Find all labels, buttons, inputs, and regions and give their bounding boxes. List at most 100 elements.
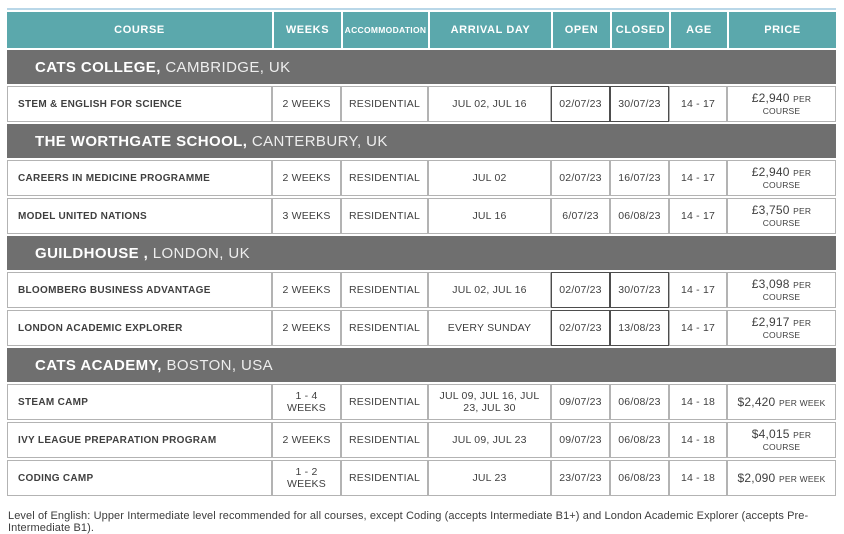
column-header-accommodation: ACCOMMODATION — [341, 12, 428, 48]
price-cell: $2,420 PER WEEK — [727, 384, 836, 420]
accommodation-cell: RESIDENTIAL — [341, 422, 428, 458]
column-header-price: PRICE — [727, 12, 836, 48]
weeks-cell: 3 WEEKS — [272, 198, 341, 234]
price-unit: PER COURSE — [762, 206, 812, 228]
course-row: STEAM CAMP 1 - 4 WEEKS RESIDENTIAL JUL 09, … — [7, 384, 836, 420]
table-header: COURSE WEEKS ACCOMMODATION ARRIVAL DAY OPEN C… — [7, 12, 836, 48]
course-cell: CAREERS IN MEDICINE PROGRAMME — [7, 160, 272, 196]
course-row: CODING CAMP 1 - 2 WEEKS RESIDENTIAL JUL 23 2… — [7, 460, 836, 496]
price-cell: $2,090 PER WEEK — [727, 460, 836, 496]
price-unit: PER COURSE — [762, 168, 812, 190]
age-cell: 14 - 17 — [669, 160, 727, 196]
school-location: CANTERBURY, UK — [251, 132, 388, 150]
closed-cell: 06/08/23 — [610, 422, 669, 458]
age-cell: 14 - 18 — [669, 384, 727, 420]
age-cell: 14 - 17 — [669, 272, 727, 308]
column-header-open: OPEN — [551, 12, 610, 48]
price-value: £3,098 — [751, 277, 794, 291]
price-cell: £2,940 PER COURSE — [727, 86, 836, 122]
price-cell: £2,917 PER COURSE — [727, 310, 836, 346]
age-cell: 14 - 18 — [669, 422, 727, 458]
course-row: IVY LEAGUE PREPARATION PROGRAM 2 WEEKS RES… — [7, 422, 836, 458]
section-title: CATS ACADEMY, BOSTON, USA — [7, 348, 836, 382]
accommodation-cell: RESIDENTIAL — [341, 460, 428, 496]
section-row: THE WORTHGATE SCHOOL, CANTERBURY, UK — [7, 124, 836, 158]
accommodation-cell: RESIDENTIAL — [341, 272, 428, 308]
course-row: BLOOMBERG BUSINESS ADVANTAGE 2 WEEKS RESID… — [7, 272, 836, 308]
course-cell: STEAM CAMP — [7, 384, 272, 420]
school-name: THE WORTHGATE SCHOOL, — [35, 132, 252, 150]
table-body: CATS COLLEGE, CAMBRIDGE, UK STEM & ENGLIS… — [7, 50, 836, 496]
arrival-cell: JUL 02, JUL 16 — [428, 86, 551, 122]
course-table: COURSE WEEKS ACCOMMODATION ARRIVAL DAY OPEN C… — [7, 10, 836, 498]
weeks-cell: 1 - 2 WEEKS — [272, 460, 341, 496]
weeks-cell: 2 WEEKS — [272, 310, 341, 346]
closed-cell: 30/07/23 — [610, 86, 669, 122]
age-cell: 14 - 17 — [669, 198, 727, 234]
top-hairline — [7, 8, 836, 10]
column-header-closed: CLOSED — [610, 12, 669, 48]
school-name: CATS ACADEMY, — [35, 356, 167, 374]
weeks-cell: 1 - 4 WEEKS — [272, 384, 341, 420]
school-name: CATS COLLEGE, — [35, 58, 166, 76]
arrival-cell: JUL 02 — [428, 160, 551, 196]
price-cell: $4,015 PER COURSE — [727, 422, 836, 458]
price-value: $2,420 — [737, 395, 779, 409]
weeks-cell: 2 WEEKS — [272, 160, 341, 196]
open-cell: 09/07/23 — [551, 384, 610, 420]
course-row: LONDON ACADEMIC EXPLORER 2 WEEKS RESIDENTI… — [7, 310, 836, 346]
open-cell: 09/07/23 — [551, 422, 610, 458]
course-cell: MODEL UNITED NATIONS — [7, 198, 272, 234]
course-cell: IVY LEAGUE PREPARATION PROGRAM — [7, 422, 272, 458]
weeks-cell: 2 WEEKS — [272, 272, 341, 308]
price-value: £2,940 — [751, 165, 794, 179]
price-value: £3,750 — [751, 203, 794, 217]
price-unit: PER COURSE — [762, 318, 812, 340]
price-value: £2,940 — [751, 91, 794, 105]
open-cell: 02/07/23 — [551, 86, 610, 122]
price-value: £2,917 — [751, 315, 794, 329]
course-row: MODEL UNITED NATIONS 3 WEEKS RESIDENTIAL JU… — [7, 198, 836, 234]
closed-cell: 06/08/23 — [610, 198, 669, 234]
accommodation-cell: RESIDENTIAL — [341, 384, 428, 420]
open-cell: 6/07/23 — [551, 198, 610, 234]
header-row: COURSE WEEKS ACCOMMODATION ARRIVAL DAY OPEN C… — [7, 12, 836, 48]
arrival-cell: JUL 23 — [428, 460, 551, 496]
weeks-cell: 2 WEEKS — [272, 422, 341, 458]
open-cell: 02/07/23 — [551, 310, 610, 346]
age-cell: 14 - 17 — [669, 310, 727, 346]
arrival-cell: JUL 09, JUL 16, JUL 23, JUL 30 — [428, 384, 551, 420]
closed-cell: 30/07/23 — [610, 272, 669, 308]
column-header-course: COURSE — [7, 12, 272, 48]
price-cell: £3,098 PER COURSE — [727, 272, 836, 308]
course-row: STEM & ENGLISH FOR SCIENCE 2 WEEKS RESIDEN… — [7, 86, 836, 122]
course-cell: BLOOMBERG BUSINESS ADVANTAGE — [7, 272, 272, 308]
closed-cell: 06/08/23 — [610, 460, 669, 496]
price-unit: PER WEEK — [778, 398, 826, 408]
accommodation-cell: RESIDENTIAL — [341, 310, 428, 346]
school-location: CAMBRIDGE, UK — [165, 58, 291, 76]
course-cell: CODING CAMP — [7, 460, 272, 496]
price-value: $2,090 — [737, 471, 779, 485]
open-cell: 02/07/23 — [551, 272, 610, 308]
school-location: BOSTON, USA — [166, 356, 274, 374]
weeks-cell: 2 WEEKS — [272, 86, 341, 122]
section-title: GUILDHOUSE , LONDON, UK — [7, 236, 836, 270]
course-cell: STEM & ENGLISH FOR SCIENCE — [7, 86, 272, 122]
price-unit: PER COURSE — [762, 430, 812, 452]
accommodation-cell: RESIDENTIAL — [341, 198, 428, 234]
price-cell: £3,750 PER COURSE — [727, 198, 836, 234]
arrival-cell: EVERY SUNDAY — [428, 310, 551, 346]
accommodation-cell: RESIDENTIAL — [341, 160, 428, 196]
section-row: CATS ACADEMY, BOSTON, USA — [7, 348, 836, 382]
price-unit: PER WEEK — [778, 474, 826, 484]
open-cell: 23/07/23 — [551, 460, 610, 496]
arrival-cell: JUL 16 — [428, 198, 551, 234]
age-cell: 14 - 18 — [669, 460, 727, 496]
english-level-note: Level of English: Upper Intermediate lev… — [8, 510, 809, 534]
section-row: CATS COLLEGE, CAMBRIDGE, UK — [7, 50, 836, 84]
price-value: $4,015 — [751, 427, 794, 441]
column-header-weeks: WEEKS — [272, 12, 341, 48]
section-title: THE WORTHGATE SCHOOL, CANTERBURY, UK — [7, 124, 836, 158]
